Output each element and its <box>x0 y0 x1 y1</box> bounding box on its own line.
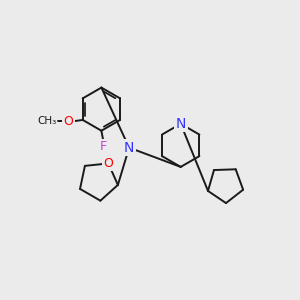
Text: O: O <box>63 115 73 128</box>
Text: N: N <box>124 141 134 155</box>
Text: O: O <box>103 157 113 170</box>
Text: F: F <box>100 140 107 153</box>
Text: O: O <box>63 115 73 128</box>
Text: N: N <box>176 117 186 131</box>
Text: CH₃: CH₃ <box>37 116 56 127</box>
